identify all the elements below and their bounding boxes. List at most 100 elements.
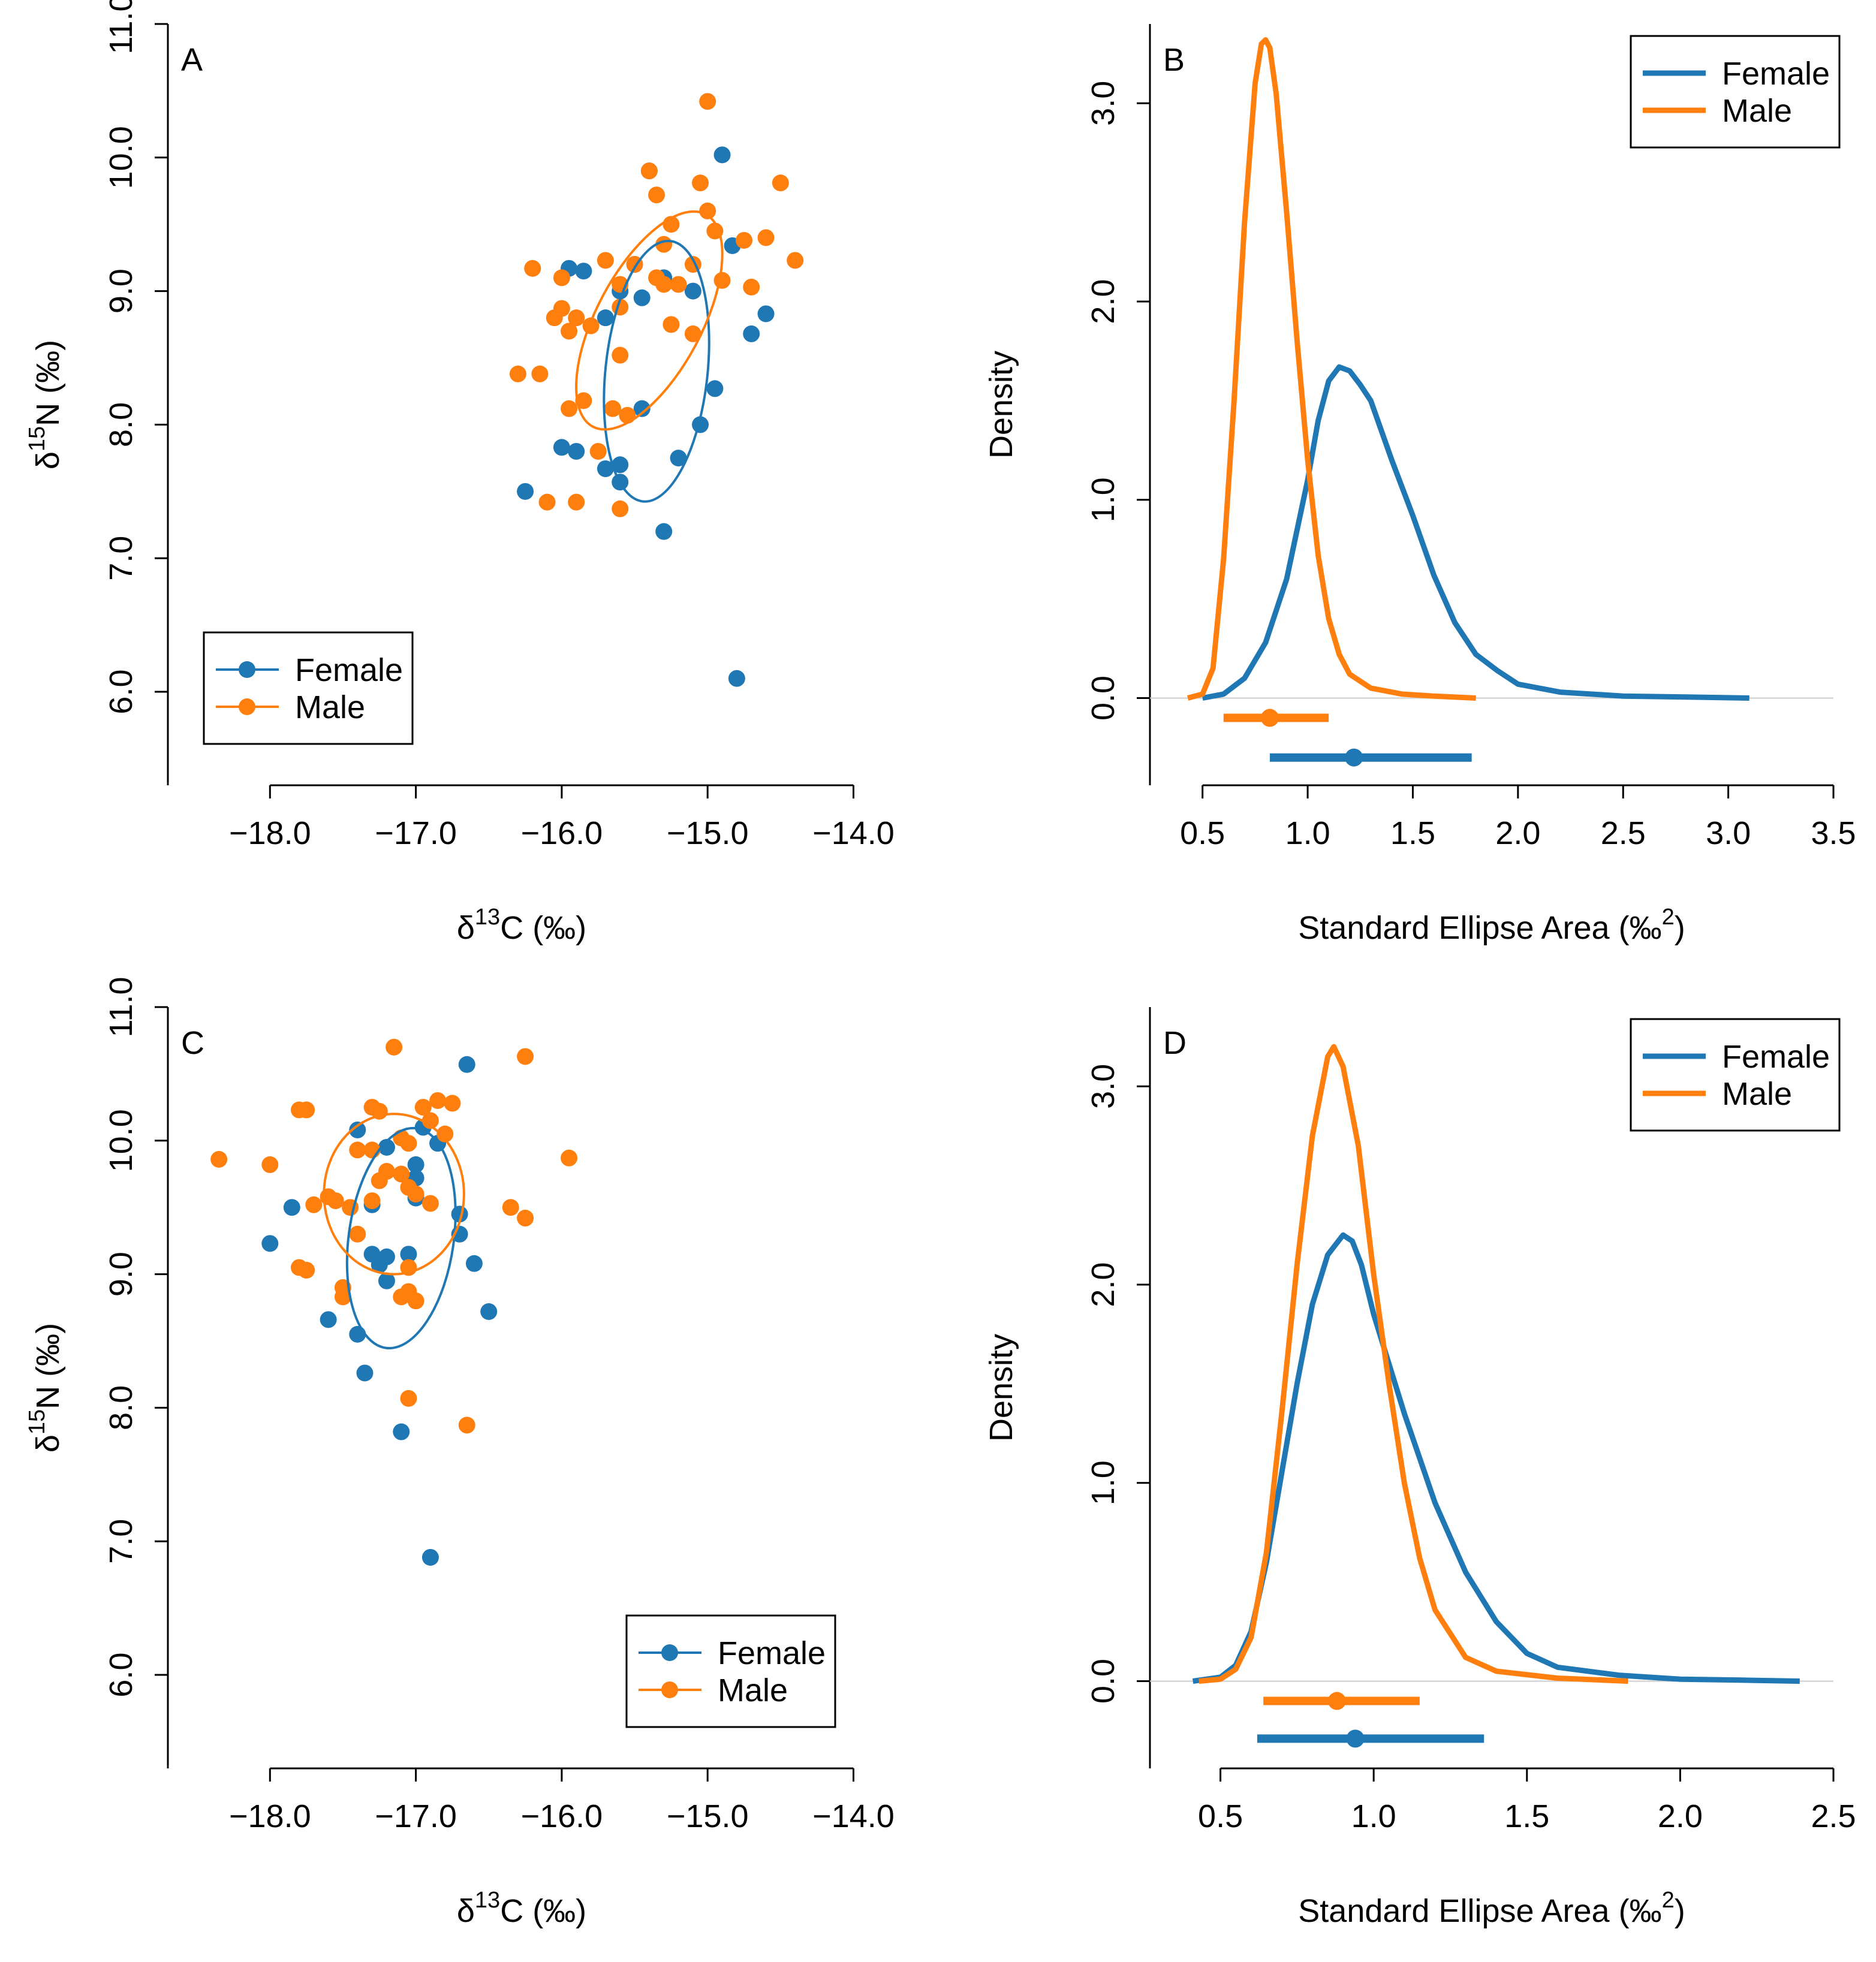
data-point-female [553,439,570,456]
legend-label-female: Female [718,1635,826,1671]
data-point-male [640,162,658,180]
density-line-male [1199,1044,1628,1684]
data-point-male [604,400,622,417]
data-point-male [421,1195,439,1212]
data-point-male [561,1149,578,1167]
data-point-male [713,272,731,289]
panel-label: A [181,42,203,78]
panel-a: −18.0 −17.0 −16.0 −15.0 −14.0 6.0 7.0 8.0 9.0 10.… [25,0,895,946]
data-point-male [699,202,716,219]
panel-c: −18.0 −17.0 −16.0 −15.0 −14.0 6.0 7.0 8.0 9.0 10.… [25,977,895,1929]
x-tick-label: 1.0 [1351,1798,1396,1834]
x-tick-label: −14.0 [812,815,895,851]
y-tick-label: 2.0 [1085,1262,1121,1307]
data-point-male [305,1196,323,1213]
data-point-female [378,1272,395,1289]
x-axis-title: δ13C (‰) [457,905,586,946]
interval-mode-female [1345,748,1363,767]
data-point-male [670,276,687,293]
x-tick-label: 0.5 [1198,1798,1243,1834]
legend-label-male: Male [1722,93,1792,129]
y-tick-label: 2.0 [1085,279,1121,324]
legend-box [625,1614,836,1728]
x-tick-label: −14.0 [812,1798,895,1834]
data-point-male [400,1390,417,1407]
data-point-female [670,450,687,467]
y-tick-label: 7.0 [103,536,139,581]
legend-marker-male [661,1681,678,1698]
data-point-male [400,1135,417,1152]
data-point-female [743,325,760,342]
data-point-male [429,1092,447,1109]
data-point-female [480,1303,498,1320]
density-line-male [1187,37,1476,701]
data-point-male [414,1099,432,1116]
data-point-male [371,1172,388,1189]
data-point-male [407,1292,424,1310]
data-point-male [210,1151,228,1168]
data-point-male [407,1185,424,1202]
data-point-male [663,316,680,333]
ellipse-female [603,239,710,503]
data-point-male [531,365,549,382]
data-point-female [713,146,731,164]
interval-mode-female [1346,1729,1365,1748]
legend-marker-female [661,1644,678,1661]
panel-label: D [1163,1025,1187,1061]
x-tick-label: 3.5 [1811,815,1856,851]
x-tick-label: −17.0 [375,1798,457,1834]
data-point-female [728,670,745,687]
data-point-male [458,1417,475,1434]
panel-d: 0.5 1.0 1.5 2.0 2.5 0.0 1.0 2.0 3.0 Standard Elli… [983,1007,1856,1929]
x-tick-label: 1.5 [1504,1798,1549,1834]
data-point-male [692,174,709,192]
x-axis-title: δ13C (‰) [457,1888,586,1929]
legend-box [1630,1018,1841,1132]
data-point-male [736,231,753,249]
data-point-female [575,263,592,280]
x-tick-label: −17.0 [375,815,457,851]
x-tick-label: 2.0 [1658,1798,1703,1834]
data-point-male [327,1192,344,1210]
data-point-male [757,229,775,246]
legend-label-female: Female [1722,56,1830,92]
x-tick-label: 3.0 [1706,815,1751,851]
data-point-male [568,493,585,511]
data-point-female [378,1138,395,1156]
data-point-female [393,1423,410,1440]
density-line-female [1202,364,1749,701]
data-point-male [386,1038,403,1056]
data-point-male [349,1141,366,1159]
x-tick-label: −15.0 [667,1798,749,1834]
x-tick-label: −18.0 [229,1798,311,1834]
data-point-male [444,1095,461,1112]
data-point-female [400,1246,417,1263]
data-point-male [349,1225,366,1243]
data-point-male [655,276,673,293]
x-tick-label: 2.5 [1601,815,1646,851]
data-point-female [421,1548,439,1566]
legend-label-male: Male [1722,1076,1792,1112]
data-point-male [561,400,578,417]
y-tick-label: 3.0 [1085,81,1121,126]
data-point-male [546,309,563,327]
x-tick-label: 0.5 [1180,815,1225,851]
data-point-male [436,1125,454,1143]
data-point-female [349,1325,366,1343]
data-point-male [772,174,789,192]
data-point-female [407,1156,424,1173]
y-tick-label: 0.0 [1085,1659,1121,1704]
data-point-male [648,186,666,204]
data-point-female [356,1364,374,1382]
x-tick-label: 2.5 [1811,1798,1856,1834]
data-point-female [517,483,534,500]
y-axis-title: Density [983,1334,1019,1442]
y-axis-title: δ15N (‰) [25,1323,66,1452]
x-tick-label: −15.0 [667,815,749,851]
data-point-male [575,392,592,409]
ellipse-male [323,1113,465,1276]
